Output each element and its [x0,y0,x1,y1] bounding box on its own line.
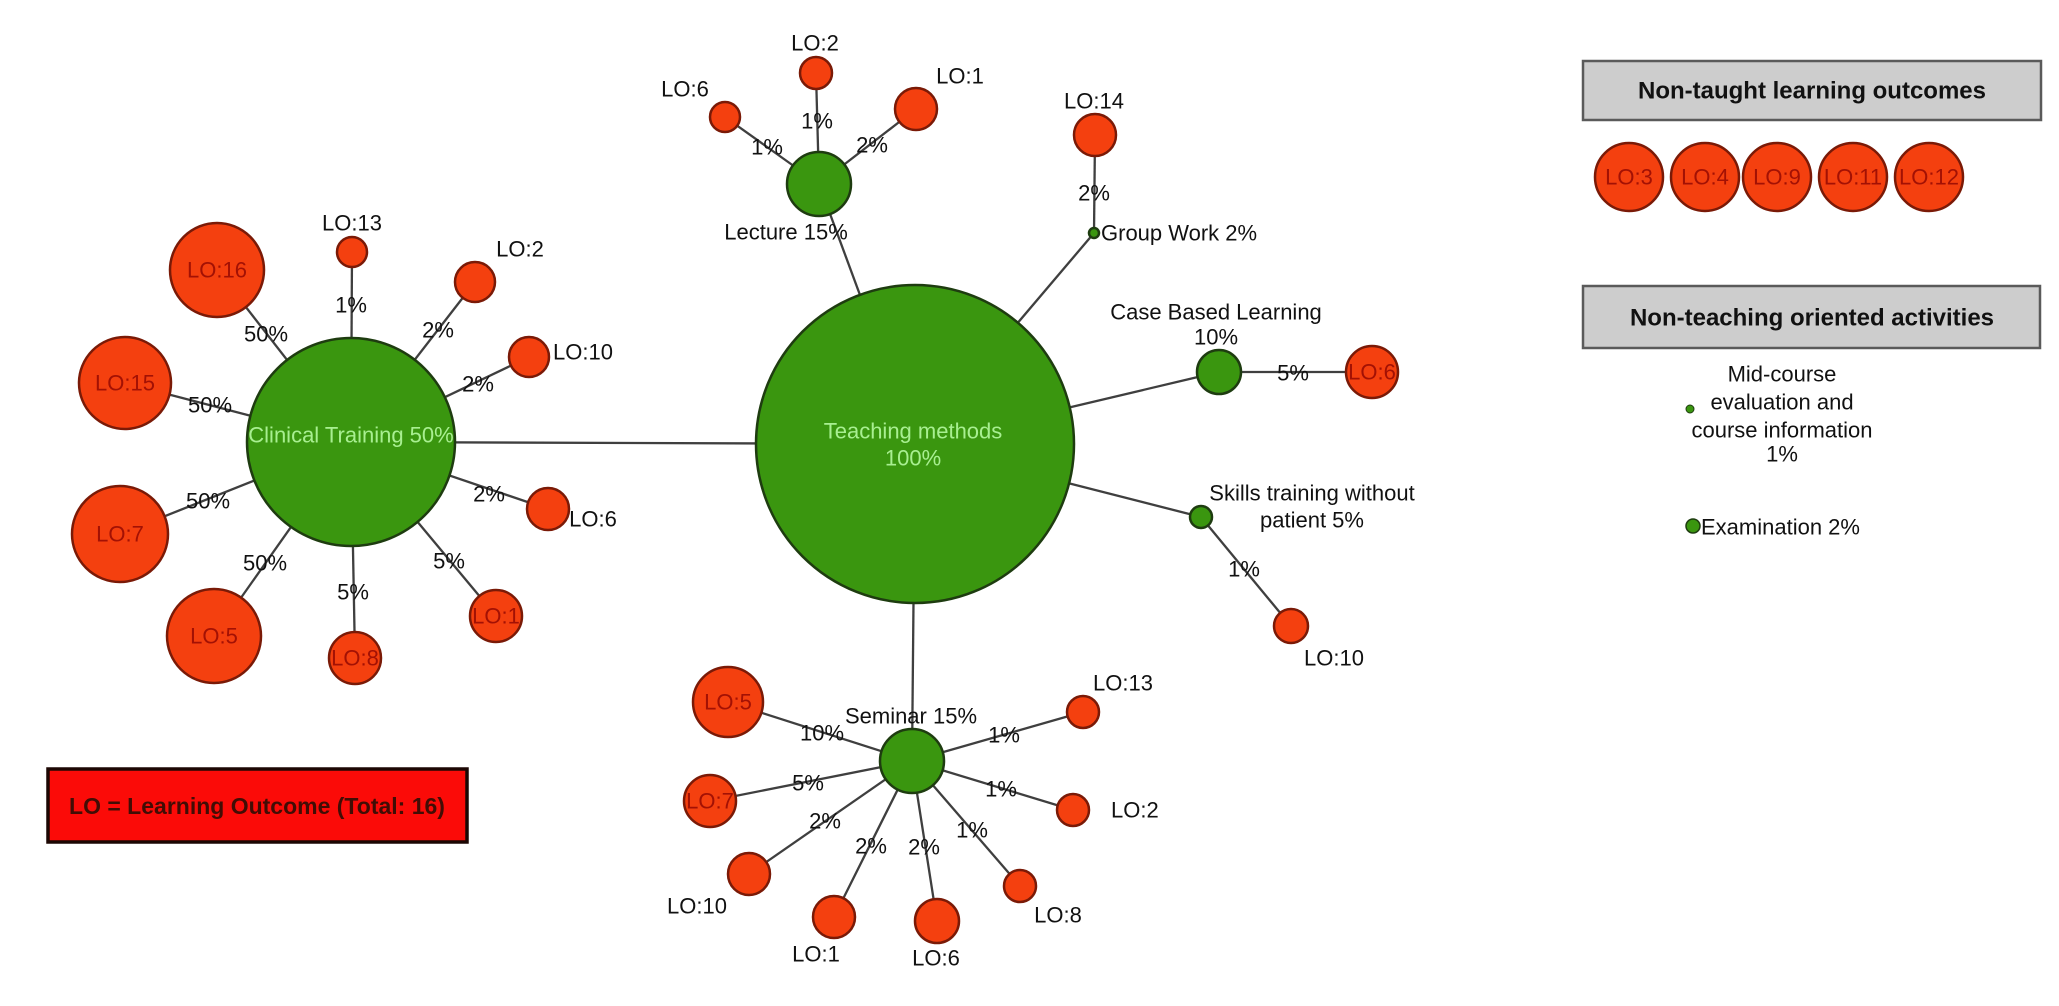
svg-text:LO:10: LO:10 [1304,646,1364,671]
svg-text:1%: 1% [1766,442,1798,467]
svg-text:evaluation and: evaluation and [1710,390,1853,415]
svg-text:LO:1: LO:1 [936,64,984,89]
svg-text:1%: 1% [1228,557,1260,582]
svg-text:LO:2: LO:2 [496,237,544,262]
svg-text:LO:6: LO:6 [912,946,960,971]
svg-text:LO:1: LO:1 [792,942,840,967]
svg-text:LO:5: LO:5 [190,624,238,649]
svg-text:100%: 100% [885,446,941,471]
svg-text:LO:6: LO:6 [661,77,709,102]
svg-text:LO:9: LO:9 [1753,165,1801,190]
svg-text:1%: 1% [985,777,1017,802]
svg-text:LO:10: LO:10 [553,340,613,365]
svg-text:Teaching methods: Teaching methods [824,419,1003,444]
svg-text:2%: 2% [856,133,888,158]
svg-text:10%: 10% [1194,325,1238,350]
svg-text:LO:5: LO:5 [704,690,752,715]
svg-text:2%: 2% [473,482,505,507]
svg-text:50%: 50% [244,322,288,347]
svg-text:LO:8: LO:8 [1034,903,1082,928]
svg-text:LO:12: LO:12 [1899,165,1959,190]
svg-text:50%: 50% [243,551,287,576]
svg-text:LO:11: LO:11 [1824,165,1882,190]
svg-text:LO:13: LO:13 [1093,671,1153,696]
svg-text:Case Based Learning: Case Based Learning [1110,300,1322,325]
svg-text:1%: 1% [988,723,1020,748]
svg-text:LO:10: LO:10 [667,894,727,919]
svg-text:Clinical Training 50%: Clinical Training 50% [248,423,453,448]
svg-text:Skills training without: Skills training without [1209,481,1414,506]
svg-text:LO:15: LO:15 [95,371,155,396]
svg-text:LO:16: LO:16 [187,258,247,283]
svg-text:1%: 1% [335,293,367,318]
svg-text:5%: 5% [433,549,465,574]
svg-text:50%: 50% [188,393,232,418]
svg-text:2%: 2% [809,809,841,834]
svg-text:1%: 1% [956,818,988,843]
svg-text:Lecture 15%: Lecture 15% [724,220,848,245]
svg-text:LO:4: LO:4 [1681,165,1729,190]
svg-text:LO:8: LO:8 [331,646,379,671]
svg-text:2%: 2% [855,834,887,859]
svg-text:LO:2: LO:2 [1111,798,1159,823]
svg-text:LO:7: LO:7 [686,789,734,814]
svg-text:LO:13: LO:13 [322,211,382,236]
svg-text:Mid-course: Mid-course [1728,362,1837,387]
svg-text:patient 5%: patient 5% [1260,508,1364,533]
svg-text:5%: 5% [792,771,824,796]
svg-text:2%: 2% [1078,181,1110,206]
svg-text:1%: 1% [801,109,833,134]
svg-text:2%: 2% [422,318,454,343]
svg-text:course information: course information [1692,418,1873,443]
svg-text:LO:14: LO:14 [1064,89,1124,114]
svg-text:5%: 5% [337,580,369,605]
svg-text:LO:6: LO:6 [569,507,617,532]
svg-text:LO = Learning Outcome (Total:: LO = Learning Outcome (Total: 16) [69,793,445,819]
svg-text:LO:3: LO:3 [1605,165,1653,190]
svg-text:2%: 2% [908,835,940,860]
svg-text:Non-taught learning outcomes: Non-taught learning outcomes [1638,78,1986,105]
svg-text:Non-teaching oriented activiti: Non-teaching oriented activities [1630,305,1994,332]
svg-text:LO:6: LO:6 [1348,360,1396,385]
svg-text:LO:7: LO:7 [96,522,144,547]
svg-text:50%: 50% [186,489,230,514]
svg-text:10%: 10% [800,721,844,746]
svg-text:2%: 2% [462,372,494,397]
svg-text:LO:2: LO:2 [791,31,839,56]
svg-text:1%: 1% [751,135,783,160]
svg-text:Group Work 2%: Group Work 2% [1101,221,1257,246]
svg-text:Examination 2%: Examination 2% [1701,515,1860,540]
svg-text:5%: 5% [1277,361,1309,386]
svg-text:Seminar 15%: Seminar 15% [845,704,977,729]
svg-text:LO:1: LO:1 [472,604,520,629]
